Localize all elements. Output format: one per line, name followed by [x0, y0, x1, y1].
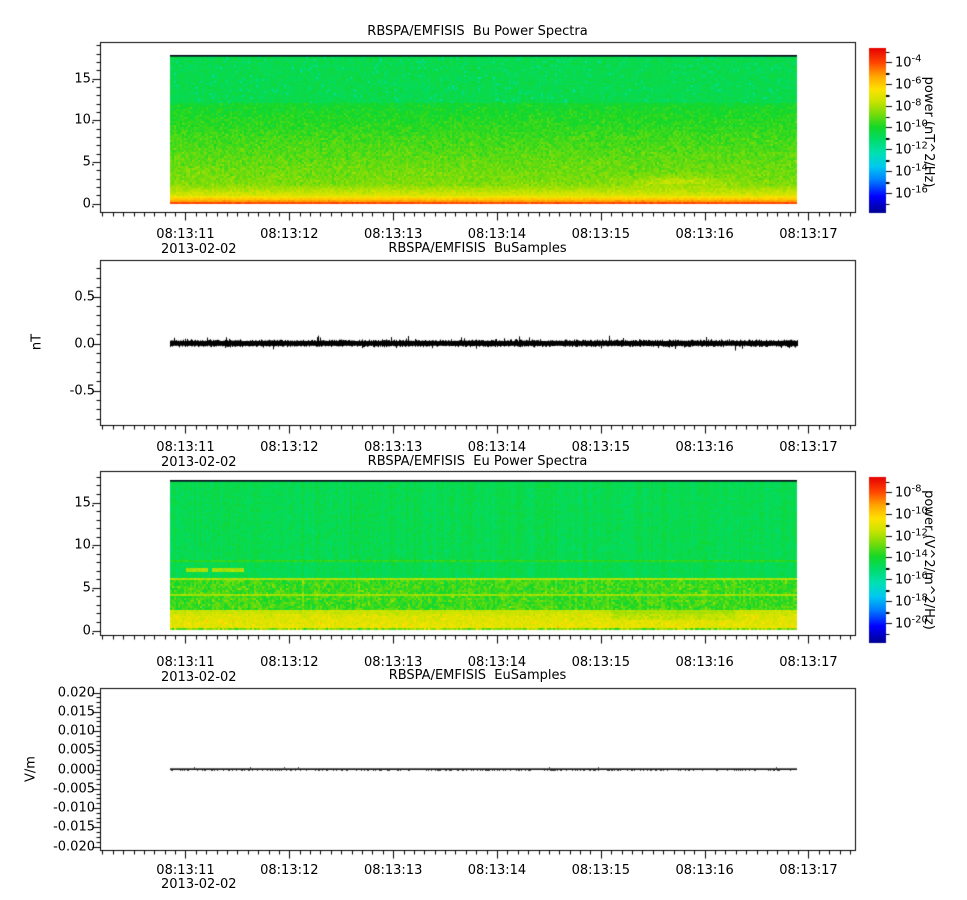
y-tick-label: 0.0 — [74, 336, 95, 351]
colorbar-tick-label: 10-10 — [895, 505, 928, 523]
x-tick-label: 08:13:15 — [571, 655, 631, 670]
x-tick-label: 08:13:11 — [156, 863, 215, 878]
panel1-title: RBSPA/EMFISIS Bu Power Spectra — [367, 24, 588, 39]
y-tick-label: -0.015 — [53, 819, 95, 835]
x-tick-label: 08:13:12 — [260, 863, 319, 878]
colorbar-tick-label: 10-16 — [895, 184, 928, 202]
y-tick-label: 0. — [82, 623, 95, 638]
x-tick-label: 08:13:16 — [675, 863, 734, 878]
x-tick-label: 08:13:12 — [260, 227, 319, 242]
x-tick-label: 08:13:12 — [260, 655, 319, 670]
colorbar-tick-label: 10-18 — [895, 592, 928, 610]
colorbar-tick-label: 10-16 — [895, 570, 928, 588]
x-tick-label: 08:13:13 — [363, 440, 423, 455]
panel3-title: RBSPA/EMFISIS Eu Power Spectra — [367, 454, 588, 469]
x-axis-date-label: 2013-02-02 — [161, 670, 237, 685]
x-tick-label: 08:13:16 — [675, 440, 734, 455]
y-tick-label: 0.010 — [57, 723, 95, 739]
y-tick-label: 15. — [74, 71, 95, 87]
colorbar-tick-label: 10-14 — [895, 548, 928, 567]
x-tick-label: 08:13:16 — [675, 655, 734, 670]
x-tick-label: 08:13:14 — [467, 440, 527, 455]
panel4-y-axis-label: V/m — [23, 756, 39, 782]
x-tick-label: 08:13:17 — [779, 863, 838, 878]
y-tick-label: 0.020 — [57, 685, 95, 700]
y-tick-label: 0.000 — [57, 762, 95, 777]
colorbar-tick-label: 10-8 — [895, 483, 922, 501]
x-tick-label: 08:13:13 — [363, 655, 423, 670]
y-tick-label: 0.005 — [57, 742, 95, 758]
y-tick-label: -0.5 — [69, 383, 95, 398]
x-tick-label: 08:13:17 — [779, 227, 838, 242]
y-tick-label: -0.005 — [53, 781, 95, 797]
x-tick-label: 08:13:11 — [156, 440, 215, 455]
panel2-title: RBSPA/EMFISIS BuSamples — [388, 241, 567, 256]
x-tick-label: 08:13:14 — [467, 655, 527, 670]
colorbar2-title: power (V^2/m^2/Hz) — [921, 490, 936, 630]
y-tick-label: 10. — [74, 537, 95, 553]
x-tick-label: 08:13:15 — [571, 227, 631, 242]
x-tick-label: 08:13:16 — [675, 227, 734, 242]
colorbar-tick-label: 10-20 — [895, 614, 928, 632]
colorbar-tick-label: 10-6 — [895, 75, 922, 93]
y-tick-label: 5. — [82, 580, 95, 596]
colorbar1-title: power (nT^2/Hz) — [921, 76, 936, 188]
colorbar-tick-label: 10-8 — [895, 96, 922, 115]
y-tick-label: 5. — [82, 154, 95, 170]
x-tick-label: 08:13:15 — [571, 863, 631, 878]
x-tick-label: 08:13:14 — [467, 227, 527, 242]
x-axis-date-label: 2013-02-02 — [161, 242, 237, 257]
y-tick-label: -0.010 — [53, 800, 95, 816]
x-tick-label: 08:13:13 — [363, 863, 423, 878]
y-tick-label: 0.015 — [57, 704, 95, 720]
panel4-title: RBSPA/EMFISIS EuSamples — [388, 668, 567, 683]
colorbar-tick-label: 10-4 — [895, 53, 922, 71]
x-tick-label: 08:13:15 — [571, 440, 631, 455]
colorbar-tick-label: 10-12 — [895, 526, 928, 545]
x-tick-label: 08:13:13 — [363, 227, 423, 242]
x-tick-label: 08:13:11 — [156, 655, 215, 670]
panel2-y-axis-label: nT — [29, 333, 45, 351]
x-tick-label: 08:13:17 — [779, 655, 838, 670]
x-axis-date-label: 2013-02-02 — [161, 877, 237, 892]
x-tick-label: 08:13:12 — [260, 440, 319, 455]
colorbar-tick-label: 10-12 — [895, 140, 928, 158]
x-axis-date-label: 2013-02-02 — [161, 455, 237, 470]
y-tick-label: 10. — [74, 112, 95, 128]
colorbar-tick-label: 10-14 — [895, 162, 928, 180]
y-tick-label: 15. — [74, 495, 95, 511]
y-tick-label: -0.020 — [53, 839, 95, 854]
y-tick-label: 0.5 — [74, 289, 95, 304]
x-tick-label: 08:13:14 — [467, 863, 527, 878]
x-tick-label: 08:13:17 — [779, 440, 838, 455]
y-tick-label: 0. — [82, 196, 95, 211]
x-tick-label: 08:13:11 — [156, 227, 215, 242]
colorbar-tick-label: 10-10 — [895, 118, 928, 137]
